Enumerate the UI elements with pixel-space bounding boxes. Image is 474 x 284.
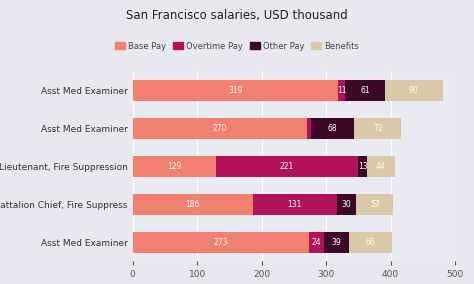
Text: 39: 39 [332, 238, 342, 247]
Bar [338, 80, 346, 101]
Bar [133, 232, 309, 253]
Legend: Base Pay, Overtime Pay, Other Pay, Benefits: Base Pay, Overtime Pay, Other Pay, Benef… [111, 38, 363, 54]
Bar [346, 80, 385, 101]
Text: 186: 186 [185, 200, 200, 209]
Text: 273: 273 [213, 238, 228, 247]
Text: San Francisco salaries, USD thousand: San Francisco salaries, USD thousand [126, 9, 348, 22]
Text: 24: 24 [311, 238, 321, 247]
Bar [133, 118, 307, 139]
Text: 68: 68 [328, 124, 337, 133]
Text: 72: 72 [373, 124, 383, 133]
Bar [216, 156, 358, 177]
Text: 131: 131 [288, 200, 302, 209]
Bar [358, 156, 367, 177]
Bar [349, 232, 392, 253]
Bar [385, 80, 443, 101]
Bar [324, 232, 349, 253]
Text: 66: 66 [366, 238, 375, 247]
Text: 221: 221 [280, 162, 294, 171]
Text: 13: 13 [358, 162, 367, 171]
Text: 44: 44 [376, 162, 386, 171]
Text: 57: 57 [370, 200, 380, 209]
Bar [307, 118, 310, 139]
Text: 90: 90 [409, 85, 419, 95]
Text: 61: 61 [360, 85, 370, 95]
Text: 270: 270 [212, 124, 227, 133]
Text: 30: 30 [342, 200, 352, 209]
Bar [133, 80, 338, 101]
Bar [310, 118, 355, 139]
Bar [133, 156, 216, 177]
Bar [337, 194, 356, 215]
Bar [367, 156, 395, 177]
Bar [133, 194, 253, 215]
Text: 129: 129 [167, 162, 182, 171]
Bar [253, 194, 337, 215]
Bar [356, 194, 393, 215]
Text: 319: 319 [228, 85, 243, 95]
Bar [355, 118, 401, 139]
Text: 11: 11 [337, 85, 346, 95]
Bar [309, 232, 324, 253]
